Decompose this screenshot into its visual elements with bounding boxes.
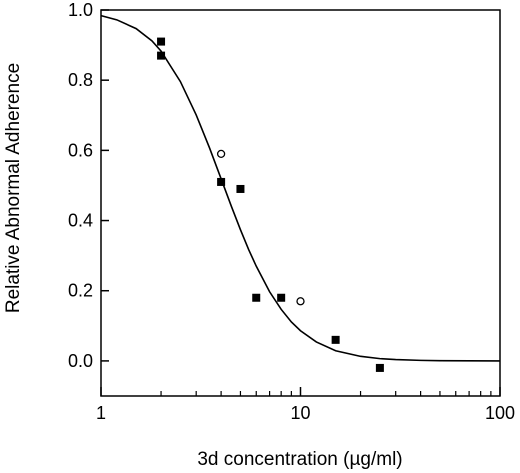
data-point-square: [252, 293, 261, 302]
x-tick-label: 1: [96, 403, 106, 423]
x-axis-title: 3d concentration (µg/ml): [197, 449, 402, 470]
data-point-circle: [216, 149, 226, 159]
data-point-circle: [296, 297, 305, 306]
plot-area-frame: [100, 9, 501, 397]
data-point-square: [157, 51, 166, 60]
y-tick-label: 0.4: [68, 211, 93, 231]
data-point-square: [236, 184, 245, 193]
data-point-square: [217, 177, 226, 186]
data-point-square: [331, 335, 340, 344]
data-point-square: [375, 363, 384, 372]
data-points: [157, 37, 384, 372]
y-tick-label: 0.0: [68, 351, 93, 371]
x-tick-label: 100: [485, 403, 515, 423]
y-axis-title: Relative Abnormal Adherence: [3, 63, 24, 313]
axis-ticks: 0.0 0.2 0.4 0.6 0.8 1.0 1 10 100: [68, 0, 515, 423]
data-point-square: [157, 37, 166, 46]
x-tick-label: 10: [290, 403, 310, 423]
y-tick-label: 0.2: [68, 281, 93, 301]
fit-curve-layer: [100, 14, 501, 362]
y-tick-label: 1.0: [68, 0, 93, 20]
fit-curve: [100, 14, 501, 362]
y-tick-label: 0.6: [68, 140, 93, 160]
data-point-square: [277, 293, 286, 302]
y-tick-label: 0.8: [68, 70, 93, 90]
